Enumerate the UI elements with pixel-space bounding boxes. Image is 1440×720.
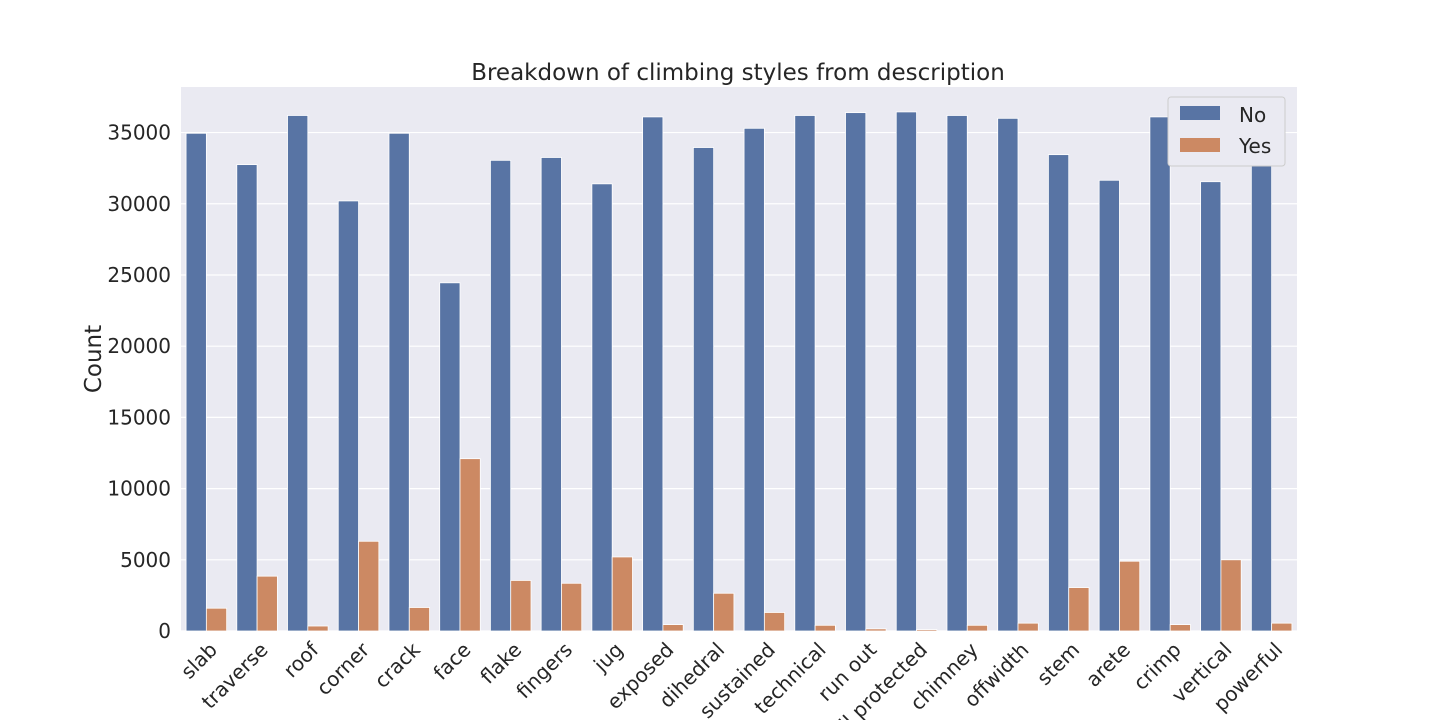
- y-tick-label: 0: [158, 619, 171, 643]
- legend-label-yes: Yes: [1238, 134, 1271, 158]
- bar-no-well-protected: [895, 111, 917, 632]
- legend-swatch-no: [1180, 106, 1220, 120]
- bar-yes-corner: [358, 540, 380, 632]
- x-tick-label: roof: [279, 637, 324, 682]
- bar-yes-sustained: [763, 612, 786, 632]
- bar-yes-dihedral: [713, 592, 735, 632]
- bar-yes-traverse: [256, 575, 278, 632]
- bar-yes-vertical: [1220, 559, 1242, 632]
- bar-no-stem: [1048, 154, 1070, 632]
- bar-no-roof: [287, 115, 309, 632]
- bar-yes-face: [459, 458, 481, 632]
- bar-yes-fingers: [561, 582, 583, 632]
- bar-yes-jug: [611, 556, 633, 632]
- bar-no-powerful: [1250, 117, 1273, 632]
- bar-no-slab: [185, 132, 207, 632]
- x-tick-label: stem: [1032, 638, 1084, 690]
- legend: No Yes: [1167, 96, 1286, 167]
- bar-yes-crimp: [1169, 624, 1191, 632]
- bar-no-sustained: [743, 127, 765, 632]
- bar-no-jug: [591, 183, 613, 632]
- bar-no-corner: [337, 200, 359, 632]
- bar-no-crack: [388, 132, 410, 632]
- bar-no-arete: [1098, 179, 1120, 632]
- bar-yes-slab: [205, 607, 228, 632]
- bar-yes-chimney: [966, 624, 988, 632]
- bar-no-technical: [794, 115, 816, 632]
- bar-no-vertical: [1200, 181, 1222, 632]
- bar-yes-roof: [307, 625, 329, 632]
- legend-swatch-yes: [1180, 138, 1220, 152]
- legend-label-no: No: [1239, 103, 1266, 127]
- bar-yes-arete: [1119, 560, 1141, 632]
- y-tick-label: 5000: [120, 548, 171, 572]
- bar-no-crimp: [1149, 116, 1171, 632]
- bar-no-fingers: [540, 157, 562, 632]
- y-tick-label: 10000: [107, 477, 171, 501]
- bar-yes-well-protected: [916, 629, 938, 632]
- x-tick-label: corner: [312, 637, 375, 700]
- chart-title: Breakdown of climbing styles from descri…: [471, 60, 1005, 86]
- y-tick-label: 25000: [107, 263, 171, 287]
- y-tick-label: 35000: [107, 121, 171, 145]
- x-tick-label: face: [428, 638, 475, 685]
- bar-yes-powerful: [1271, 622, 1293, 632]
- bar-no-dihedral: [692, 147, 715, 632]
- y-tick-label: 20000: [107, 334, 171, 358]
- bar-yes-exposed: [662, 624, 684, 632]
- bar-no-offwidth: [997, 117, 1019, 632]
- bar-yes-technical: [814, 624, 836, 632]
- bar-yes-stem: [1068, 587, 1090, 632]
- x-tick-label: fingers: [511, 638, 577, 704]
- bar-no-exposed: [642, 116, 664, 632]
- bar-yes-flake: [510, 580, 532, 632]
- y-axis-label: Count: [81, 325, 107, 393]
- x-tick-label: arete: [1081, 638, 1135, 692]
- bar-yes-crack: [408, 607, 430, 632]
- bar-no-traverse: [236, 164, 258, 632]
- x-tick-label: jug: [588, 638, 628, 678]
- bar-no-face: [439, 282, 461, 632]
- bar-yes-run-out: [865, 628, 887, 632]
- bar-no-chimney: [946, 115, 968, 632]
- y-axis-ticks: 0 5000 10000 15000 20000 25000 30000 35000: [107, 121, 171, 643]
- x-tick-label: crack: [370, 637, 425, 692]
- y-tick-label: 30000: [107, 192, 171, 216]
- bar-yes-offwidth: [1017, 622, 1039, 632]
- x-tick-label: slab: [176, 638, 222, 684]
- bar-no-flake: [490, 159, 512, 632]
- y-tick-label: 15000: [107, 405, 171, 429]
- bars: [185, 111, 1293, 632]
- bar-no-run-out: [845, 112, 867, 632]
